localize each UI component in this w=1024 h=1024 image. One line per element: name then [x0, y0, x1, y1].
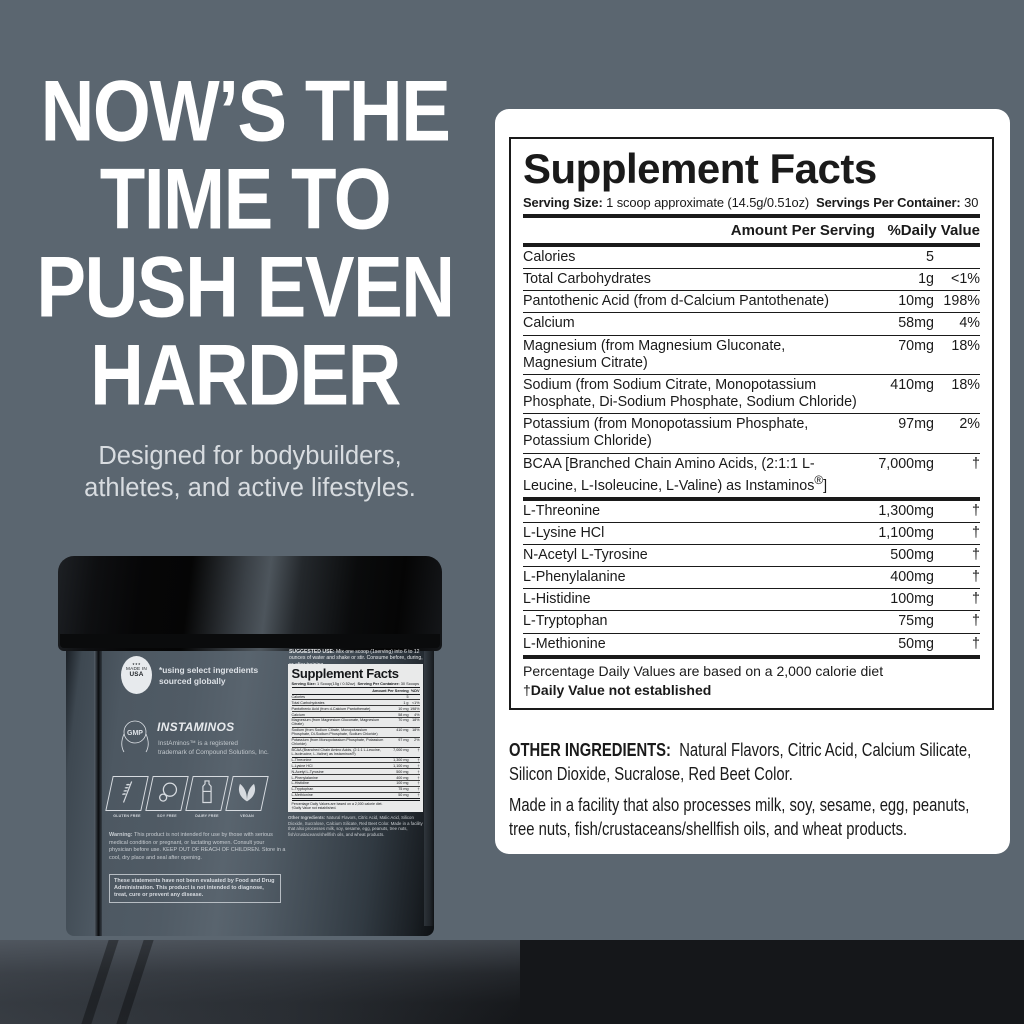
svg-text:GMP: GMP — [127, 730, 143, 737]
